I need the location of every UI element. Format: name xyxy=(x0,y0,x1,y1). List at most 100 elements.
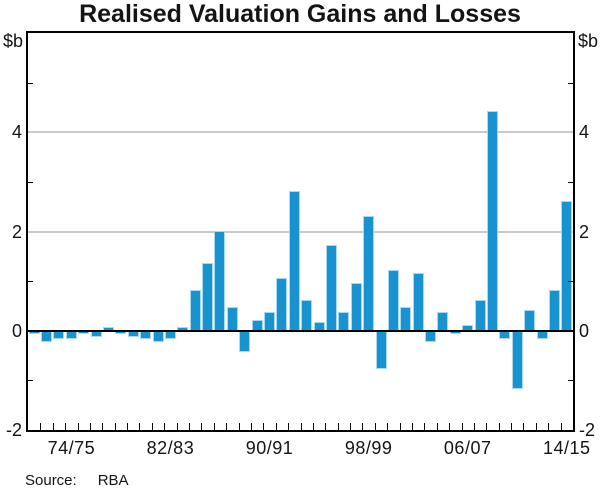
x-label-74-75: 74/75 xyxy=(47,438,96,458)
bar-76/77 xyxy=(91,330,101,336)
bar-02/03 xyxy=(413,273,423,331)
source-note: Source: RBA xyxy=(25,472,129,489)
bar-12/13 xyxy=(537,330,547,339)
x-tick xyxy=(325,423,327,430)
y-tick xyxy=(568,181,573,183)
x-tick xyxy=(77,423,79,430)
x-label-98-99: 98/99 xyxy=(344,438,393,458)
bar-10/11 xyxy=(512,330,522,388)
bar-71/72 xyxy=(29,330,39,334)
x-tick xyxy=(374,423,376,430)
y-label-right-2: 2 xyxy=(579,221,590,242)
y-label-right-4: 4 xyxy=(579,122,590,143)
x-tick xyxy=(52,423,54,430)
plot-area xyxy=(26,31,575,432)
x-tick xyxy=(337,423,339,430)
bar-87/88 xyxy=(227,308,237,331)
bar-94/95 xyxy=(314,323,324,331)
bar-88/89 xyxy=(240,330,250,351)
source-label: Source: xyxy=(25,472,77,489)
y-tick xyxy=(568,380,573,382)
bar-00/01 xyxy=(388,271,398,331)
bar-11/12 xyxy=(525,310,535,331)
bar-82/83 xyxy=(165,330,175,339)
x-tick xyxy=(275,423,277,430)
bar-09/10 xyxy=(500,330,510,339)
x-tick xyxy=(127,423,129,430)
bar-96/97 xyxy=(339,313,349,331)
bar-89/90 xyxy=(252,320,262,331)
bar-73/74 xyxy=(54,330,64,339)
x-tick xyxy=(399,423,401,430)
gridline-4 xyxy=(28,131,573,134)
bar-81/82 xyxy=(153,330,163,341)
y-tick xyxy=(28,82,33,84)
bar-97/98 xyxy=(351,283,361,331)
x-tick xyxy=(288,423,290,430)
bar-75/76 xyxy=(79,330,89,334)
bar-06/07 xyxy=(463,325,473,331)
x-tick xyxy=(300,423,302,430)
bar-04/05 xyxy=(438,313,448,331)
x-tick xyxy=(114,423,116,430)
x-tick xyxy=(498,423,500,430)
zero-line xyxy=(28,329,573,332)
x-tick xyxy=(238,423,240,430)
x-tick xyxy=(189,423,191,430)
x-tick xyxy=(226,423,228,430)
y-label-left-2: 2 xyxy=(11,221,22,242)
bar-93/94 xyxy=(302,300,312,331)
x-label-82-83: 82/83 xyxy=(146,438,195,458)
bar-83/84 xyxy=(178,328,188,331)
bar-84/85 xyxy=(190,291,200,331)
x-tick xyxy=(40,423,42,430)
x-tick xyxy=(473,423,475,430)
bar-78/79 xyxy=(116,330,126,334)
x-tick xyxy=(164,423,166,430)
y-label-left--2: -2 xyxy=(5,420,22,440)
y-axis-unit-left: $b xyxy=(3,31,24,51)
bar-07/08 xyxy=(475,300,485,331)
bar-90/91 xyxy=(265,313,275,331)
x-tick xyxy=(424,423,426,430)
x-tick xyxy=(486,423,488,430)
bar-72/73 xyxy=(42,330,52,341)
bar-92/93 xyxy=(289,191,299,331)
bar-86/87 xyxy=(215,231,225,331)
bar-74/75 xyxy=(66,330,76,339)
x-tick xyxy=(89,423,91,430)
x-tick xyxy=(535,423,537,430)
x-tick xyxy=(461,423,463,430)
x-label-14-15: 14/15 xyxy=(543,438,591,458)
y-tick xyxy=(28,181,33,183)
bar-77/78 xyxy=(104,328,113,331)
y-tick xyxy=(568,281,573,283)
x-tick xyxy=(523,423,525,430)
bar-99/00 xyxy=(376,330,386,368)
y-label-right--2: -2 xyxy=(579,420,596,440)
bar-95/96 xyxy=(326,246,336,331)
bar-05/06 xyxy=(450,330,460,334)
x-tick xyxy=(350,423,352,430)
x-tick xyxy=(548,423,550,430)
y-tick xyxy=(568,82,573,84)
bar-79/80 xyxy=(128,330,138,336)
source-value: RBA xyxy=(97,472,129,489)
bar-85/86 xyxy=(203,263,213,331)
bar-98/99 xyxy=(364,216,374,331)
x-tick xyxy=(102,423,104,430)
x-tick xyxy=(65,423,67,430)
x-label-90-91: 90/91 xyxy=(245,438,294,458)
x-tick xyxy=(436,423,438,430)
x-tick xyxy=(201,423,203,430)
bar-08/09 xyxy=(487,112,497,331)
bar-91/92 xyxy=(277,278,287,331)
bar-80/81 xyxy=(141,330,151,339)
y-label-left-0: 0 xyxy=(11,320,22,341)
y-tick xyxy=(28,281,33,283)
y-tick xyxy=(28,380,33,382)
gridline-2 xyxy=(28,230,573,233)
x-tick xyxy=(411,423,413,430)
x-tick xyxy=(213,423,215,430)
